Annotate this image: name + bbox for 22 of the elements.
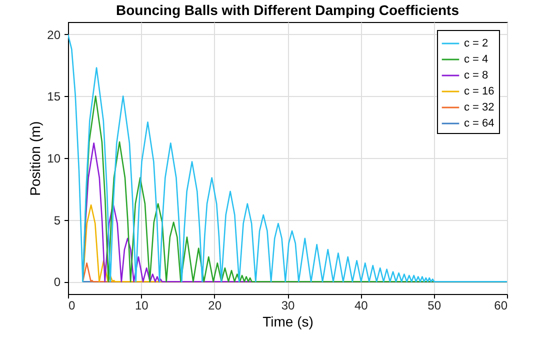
x-tick-label: 20 xyxy=(208,298,222,312)
x-axis-title: Time (s) xyxy=(262,314,314,330)
y-tick-label: 20 xyxy=(47,28,61,42)
y-tick-label: 5 xyxy=(54,213,61,228)
y-axis-title: Position (m) xyxy=(27,121,44,196)
legend-label: c = 4 xyxy=(464,54,488,66)
line-series xyxy=(68,34,507,282)
legend-label: c = 64 xyxy=(464,118,494,130)
y-tick-label: 0 xyxy=(54,275,61,290)
legend-label: c = 8 xyxy=(464,70,488,82)
x-tick-label: 0 xyxy=(68,298,76,312)
x-tick-label: 60 xyxy=(494,298,508,312)
legend-label: c = 16 xyxy=(464,86,494,98)
legend-label: c = 2 xyxy=(464,38,488,50)
y-tick-label: 15 xyxy=(47,90,61,104)
x-tick-label: 10 xyxy=(134,298,149,312)
legend-label: c = 32 xyxy=(464,102,494,114)
x-tick-label: 40 xyxy=(354,298,368,312)
chart-title: Bouncing Balls with Different Damping Coefficients xyxy=(116,2,460,18)
x-tick-label: 50 xyxy=(428,298,442,312)
x-tick-label: 30 xyxy=(281,298,295,312)
y-tick-label: 10 xyxy=(47,152,61,166)
